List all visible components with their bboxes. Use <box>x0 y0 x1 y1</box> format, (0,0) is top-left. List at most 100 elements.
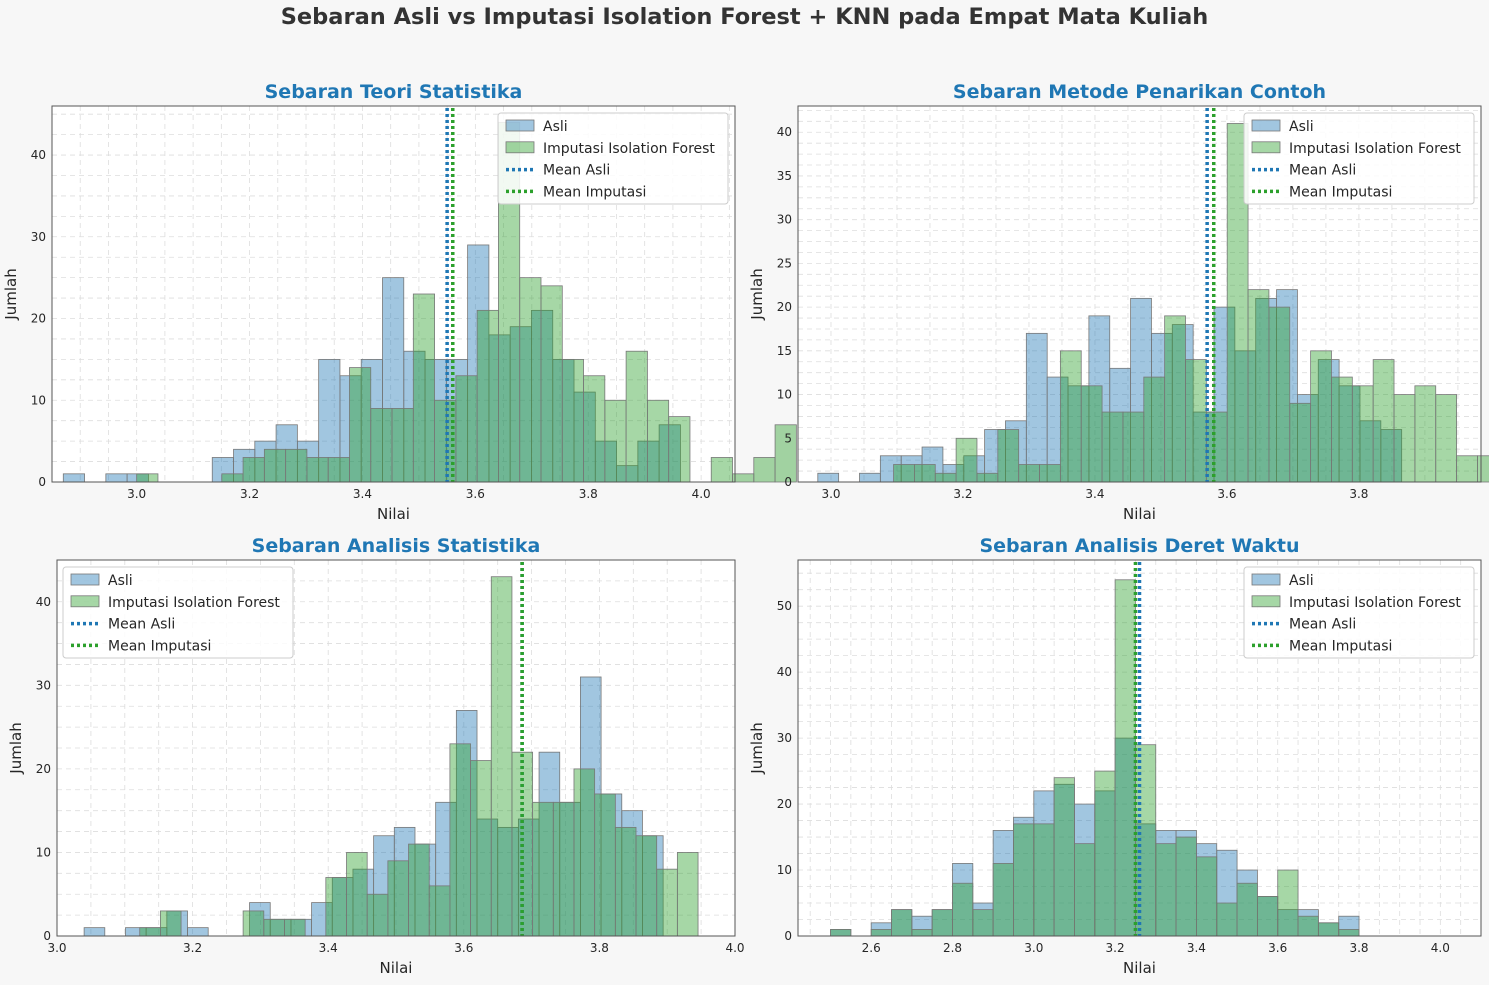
histogram-bar <box>346 852 368 937</box>
histogram-bar <box>1338 929 1360 937</box>
x-tick-label: 3.0 <box>821 487 840 501</box>
histogram-bar <box>891 909 913 937</box>
bar-series-asli <box>817 289 1403 483</box>
histogram-bar <box>573 768 596 937</box>
x-tick-label: 3.2 <box>183 941 202 955</box>
y-tick-label: 15 <box>777 344 792 358</box>
histogram-bar <box>1256 896 1279 937</box>
x-tick-label: 3.0 <box>127 487 146 501</box>
histogram-bar <box>325 877 347 937</box>
histogram-bar <box>594 793 616 937</box>
y-tick-label: 20 <box>36 762 51 776</box>
y-tick-label: 10 <box>31 393 46 407</box>
chart-panel-1: 3.0 3.2 3.4 3.6 3.8 4.0 0 10 20 30 40 Nilai Jumlah Se… <box>2 81 797 523</box>
y-axis-label: Jumlah <box>2 268 20 320</box>
y-tick-label: 20 <box>777 300 792 314</box>
histogram-bar <box>614 826 637 937</box>
histogram-bar <box>263 448 287 483</box>
histogram-bar <box>1456 455 1478 483</box>
legend-label: Mean Asli <box>1289 617 1356 633</box>
x-tick-label: 3.8 <box>1349 487 1368 501</box>
histogram-bar <box>1053 777 1075 937</box>
panel-title: Sebaran Analisis Statistika <box>252 535 541 557</box>
histogram-bar <box>817 472 840 483</box>
x-tick-label: 2.6 <box>862 941 881 955</box>
histogram-bar <box>552 801 575 937</box>
histogram-bar <box>412 293 435 483</box>
histogram-bar <box>327 457 350 483</box>
x-tick-label: 3.4 <box>353 487 372 501</box>
legend-label: Asli <box>1289 573 1314 589</box>
legend-box <box>62 566 294 659</box>
y-tick-label: 35 <box>777 169 792 183</box>
x-tick-label: 3.2 <box>1106 941 1125 955</box>
legend-label: Asli <box>108 573 133 589</box>
histogram-bar <box>159 910 182 937</box>
histogram-bar <box>1039 464 1061 483</box>
y-tick-label: 10 <box>777 863 792 877</box>
legend-label: Mean Imputasi <box>108 638 211 654</box>
y-tick-label: 40 <box>31 148 46 162</box>
legend-box <box>497 112 729 205</box>
histogram-bar <box>284 918 306 937</box>
y-tick-label: 40 <box>777 125 792 139</box>
histogram-bar <box>187 927 209 937</box>
histogram-bar <box>242 457 265 483</box>
histogram-bar <box>470 760 492 937</box>
histogram-bar <box>774 424 797 483</box>
x-tick-label: 3.8 <box>1349 941 1368 955</box>
legend-swatch <box>70 573 100 586</box>
legend-label: Mean Asli <box>108 617 175 633</box>
histogram-bar <box>1114 579 1136 937</box>
histogram-bar <box>753 457 776 483</box>
histogram-bar <box>732 473 755 483</box>
histogram-bar <box>490 576 513 937</box>
y-tick-label: 50 <box>777 599 792 613</box>
legend-label: Mean Asli <box>543 163 610 179</box>
histogram-bar <box>1205 411 1228 483</box>
histogram-bar <box>1277 869 1299 937</box>
histogram-bar <box>625 350 648 483</box>
legend-box <box>1243 112 1475 205</box>
histogram-bar <box>391 408 414 483</box>
histogram-bar <box>1175 836 1197 937</box>
histogram-bar <box>1155 843 1177 937</box>
histogram-bar <box>242 910 265 937</box>
histogram-bar <box>532 801 554 937</box>
legend-label: Mean Imputasi <box>543 184 646 200</box>
axes-frame <box>797 559 1482 937</box>
y-tick-label: 10 <box>36 845 51 859</box>
x-tick-label: 3.6 <box>466 487 485 501</box>
legend-swatch <box>1251 119 1281 132</box>
legend-swatch <box>1251 595 1281 608</box>
histogram-bar <box>1317 922 1340 937</box>
y-tick-label: 30 <box>777 731 792 745</box>
y-tick-label: 0 <box>784 929 792 943</box>
histogram-bar <box>1351 385 1374 483</box>
y-tick-label: 5 <box>784 431 792 445</box>
y-tick-label: 30 <box>31 230 46 244</box>
histogram-bar <box>519 277 542 483</box>
histogram-bar <box>992 863 1014 937</box>
histogram-bar <box>1310 350 1332 483</box>
x-tick-label: 2.8 <box>943 941 962 955</box>
histogram-bar <box>366 893 389 937</box>
x-tick-label: 3.2 <box>953 487 972 501</box>
bar-series-asli <box>83 676 664 937</box>
bar-series-asli <box>62 244 681 483</box>
x-tick-label: 4.0 <box>725 941 744 955</box>
histogram-bar <box>105 473 128 483</box>
histogram-bar <box>408 843 430 937</box>
histogram-bar <box>1013 823 1035 937</box>
histogram-bar <box>136 473 159 483</box>
axes-frame <box>797 105 1482 483</box>
histogram-bar <box>934 472 957 483</box>
histogram-bar <box>911 929 933 937</box>
x-tick-label: 3.0 <box>47 941 66 955</box>
panel-title: Sebaran Analisis Deret Waktu <box>979 535 1299 557</box>
axes-frame <box>51 105 736 483</box>
histogram-bar <box>428 885 451 937</box>
histogram-bar <box>1143 376 1166 483</box>
y-tick-label: 10 <box>777 388 792 402</box>
